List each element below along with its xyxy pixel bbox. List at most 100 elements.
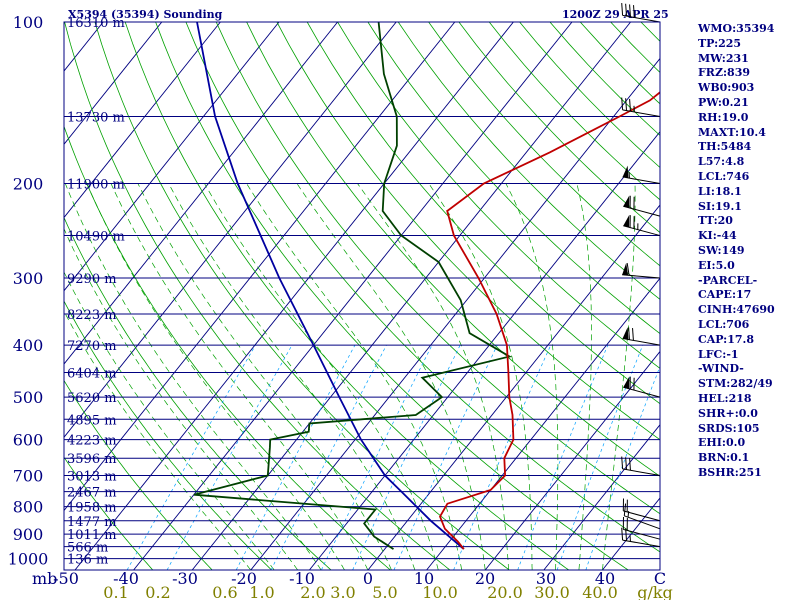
wind-barb-staff xyxy=(624,515,661,530)
wind-barb xyxy=(623,195,661,217)
isotherm-line xyxy=(250,57,660,570)
pressure-tick-label: 600 xyxy=(13,431,44,450)
height-label: 9290 m xyxy=(67,272,117,287)
isotherm-line xyxy=(484,350,660,570)
mixing-ratio-line xyxy=(166,344,293,570)
wind-barb-staff xyxy=(622,109,661,117)
moist-adiabat-line xyxy=(86,183,345,570)
temperature-tick-label: -40 xyxy=(113,569,139,588)
wind-barb-staff xyxy=(623,510,661,522)
dry-adiabat-line xyxy=(94,22,510,570)
moist-adiabat-line xyxy=(168,183,416,570)
mixing-ratio-tick-label: 5.0 xyxy=(372,583,397,600)
height-label: 13730 m xyxy=(67,110,125,125)
pressure-tick-label: 700 xyxy=(13,467,44,486)
stat-line: FRZ:839 xyxy=(698,66,751,80)
stat-line: STM:282/49 xyxy=(698,377,773,391)
height-label: 10490 m xyxy=(67,230,125,245)
stat-line: WB0:903 xyxy=(698,81,755,95)
stat-line: TH:5484 xyxy=(698,140,752,154)
isotherm-line xyxy=(0,22,45,570)
mixing-ratio-tick-label: 20.0 xyxy=(487,583,523,600)
moist-adiabat-line xyxy=(64,310,252,570)
wind-barb-full xyxy=(626,263,630,276)
dry-adiabat-line xyxy=(246,22,660,477)
isotherm-line xyxy=(64,22,221,219)
stat-line: TP:225 xyxy=(698,36,742,50)
isotherm-line xyxy=(367,204,660,570)
sounding-profiles xyxy=(193,22,660,550)
wind-barb xyxy=(621,3,661,23)
wind-barb-full xyxy=(621,456,624,469)
moist-adiabat-line xyxy=(137,183,392,570)
stat-line: MW:231 xyxy=(698,51,749,65)
wind-barb-pennant xyxy=(623,214,630,228)
wind-barb-staff xyxy=(622,468,661,476)
wind-barb-full xyxy=(625,457,628,470)
height-label: 1477 m xyxy=(67,515,117,530)
observation-datetime: 1200Z 29 APR 25 xyxy=(562,8,669,21)
stat-line: BSHR:251 xyxy=(698,465,762,479)
mixing-ratio-tick-label: 2.0 xyxy=(300,583,325,600)
wind-barb-full xyxy=(629,4,631,17)
moist-adiabat-line xyxy=(110,183,369,570)
wind-barb-full xyxy=(625,3,628,17)
wind-barb-staff xyxy=(622,539,661,548)
mixing-ratio-tick-label: 3.0 xyxy=(330,583,355,600)
mixing-ratio-line xyxy=(453,344,552,570)
mixing-ratio-line xyxy=(235,344,356,570)
dewpoint-profile-line xyxy=(193,22,512,550)
temperature-tick-label: 20 xyxy=(475,569,495,588)
wind-barb-pennant xyxy=(622,165,629,178)
wind-barb xyxy=(622,327,661,346)
pressure-tick-label: 200 xyxy=(13,175,44,194)
pressure-tick-label: 400 xyxy=(13,336,44,355)
plot-frame xyxy=(63,21,661,571)
height-label: 6404 m xyxy=(67,367,117,382)
stat-line: TT:20 xyxy=(698,214,733,228)
temperature-tick-label: -10 xyxy=(289,569,315,588)
stat-line: MAXT:10.4 xyxy=(698,125,766,139)
mixing-ratio-line xyxy=(556,344,644,570)
stat-line: CAPE:17 xyxy=(698,288,752,302)
temperature-tick-label: 10 xyxy=(414,569,434,588)
dry-adiabat-line xyxy=(397,22,660,300)
isotherm-line xyxy=(64,22,338,365)
stat-line: EHI:0.0 xyxy=(698,436,746,450)
wind-barb-staff xyxy=(622,337,661,346)
moist-adiabat-lines xyxy=(64,183,636,570)
height-label: 7270 m xyxy=(67,339,117,354)
wind-barb xyxy=(622,165,661,185)
wind-barb-pennant xyxy=(622,327,629,340)
height-label: 4895 m xyxy=(67,413,117,428)
isotherm-line xyxy=(64,22,280,292)
wind-barb-staff xyxy=(623,386,661,398)
height-label: 3596 m xyxy=(67,452,117,467)
moist-adiabat-line xyxy=(64,183,322,570)
isotherm-line xyxy=(64,22,456,512)
mixing-ratio-line xyxy=(352,344,461,570)
isotherm-line xyxy=(64,22,163,145)
stat-line: SRDS:105 xyxy=(698,421,760,435)
mixing-ratio-line xyxy=(321,344,433,570)
wind-barb-staff xyxy=(623,205,661,217)
dry-adiabat-line xyxy=(64,125,391,570)
dry-adiabat-line xyxy=(64,456,154,570)
wind-barb xyxy=(622,516,661,540)
wind-barb-staff xyxy=(622,14,661,23)
height-label: 136 m xyxy=(67,553,108,568)
parcel-profile-line xyxy=(196,22,465,550)
wind-barb-pennant xyxy=(622,263,629,276)
temperature-tick-label: 30 xyxy=(536,569,556,588)
mixing-ratio-line xyxy=(517,344,609,570)
moist-adiabat-line xyxy=(428,183,533,570)
isotherm-line xyxy=(191,22,631,570)
dry-adiabat-line xyxy=(306,22,660,405)
wind-barb-full xyxy=(621,3,624,16)
stability-indices-panel: WMO:35394 TP:225 MW:231 FRZ:839 WB0:903 PW:0.… xyxy=(698,22,798,481)
wind-barb-pennant xyxy=(623,195,630,208)
dry-adiabat-line xyxy=(367,22,660,335)
wind-barb-full xyxy=(621,527,624,541)
